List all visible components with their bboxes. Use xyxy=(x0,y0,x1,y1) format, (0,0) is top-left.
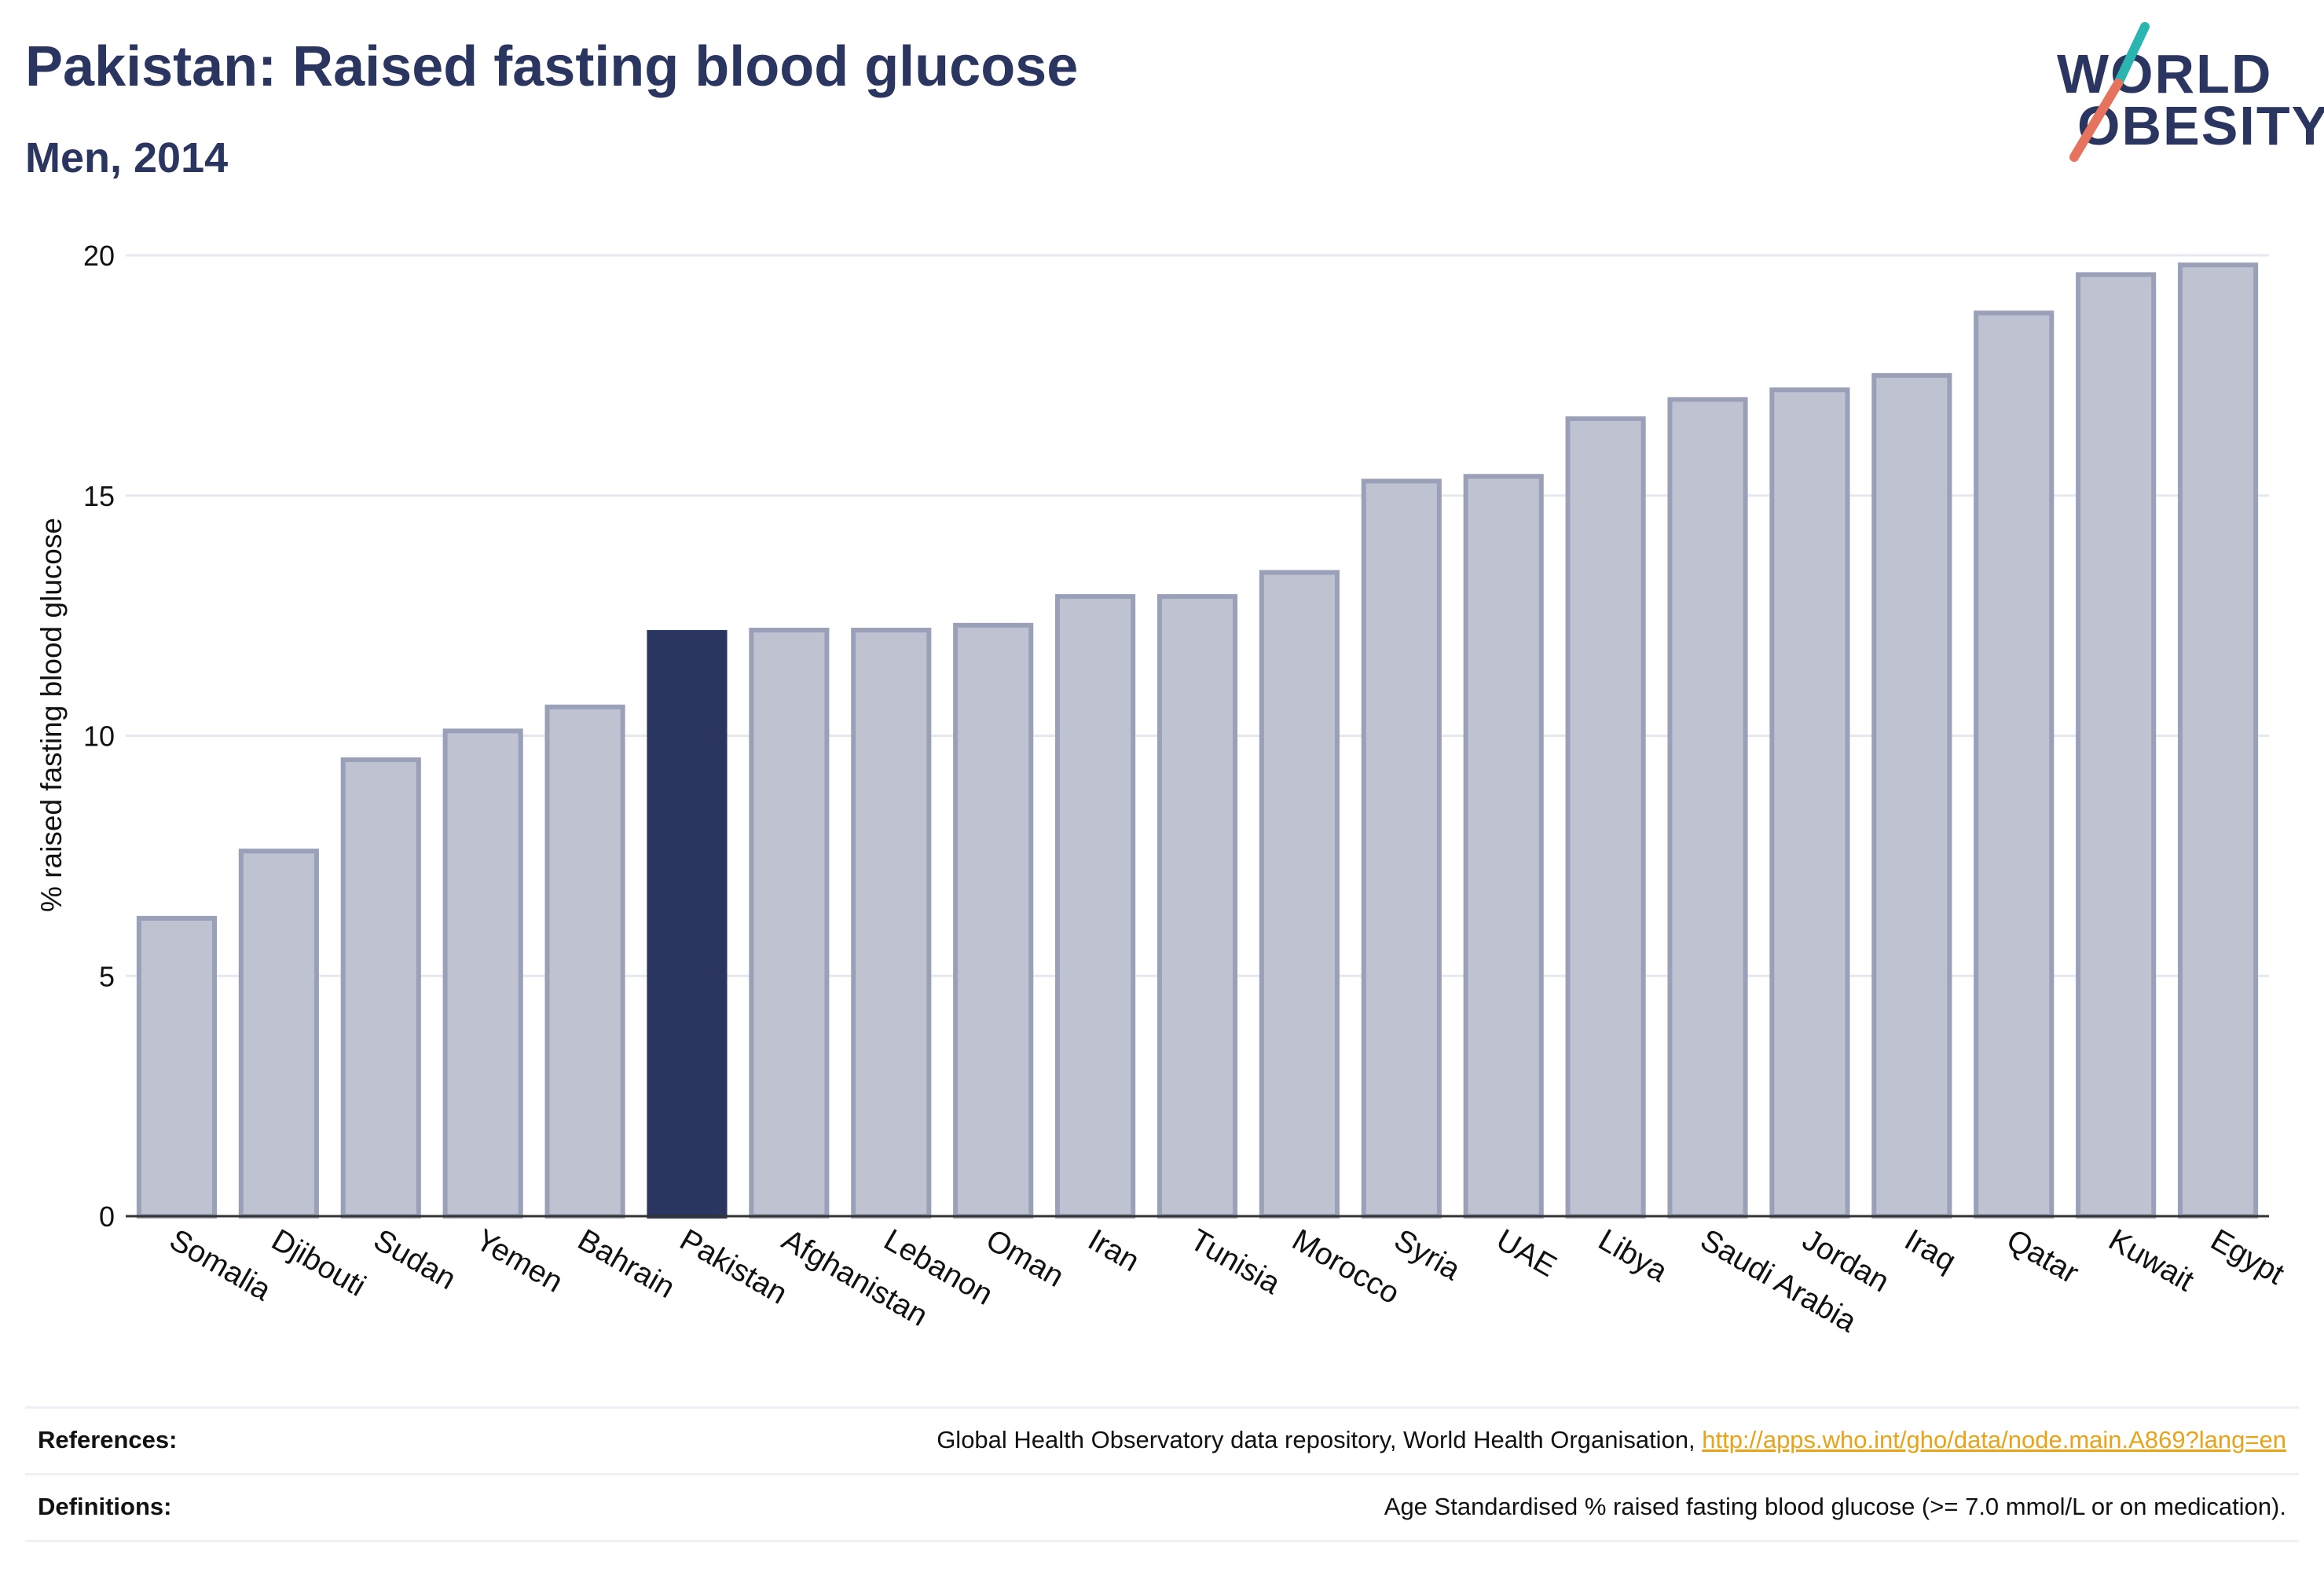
bar-iraq xyxy=(1871,372,1952,1219)
x-tick-label: Iraq xyxy=(1899,1223,1962,1279)
y-tick-label: 10 xyxy=(83,720,115,753)
bar-djibouti xyxy=(238,848,319,1219)
bar-egypt xyxy=(2177,262,2259,1219)
y-tick-label: 15 xyxy=(83,480,115,512)
x-tick-label: Pakistan xyxy=(674,1223,793,1311)
definitions-text: Age Standardised % raised fasting blood … xyxy=(1384,1493,2286,1520)
y-tick-label: 0 xyxy=(99,1200,115,1233)
x-tick-label: Qatar xyxy=(2001,1223,2084,1291)
logo-slash-icon xyxy=(2069,22,2150,162)
x-tick-label: Morocco xyxy=(1286,1223,1405,1311)
bar-bahrain xyxy=(544,704,625,1219)
x-tick-label: Yemen xyxy=(470,1223,568,1299)
logo-word-obesity: OBESITY xyxy=(2077,95,2324,156)
bar-oman xyxy=(953,622,1034,1219)
bar-lebanon xyxy=(851,627,932,1219)
references-label: References: xyxy=(38,1426,178,1453)
bar-syria xyxy=(1361,478,1442,1219)
bar-saudi-arabia xyxy=(1667,397,1748,1219)
bar-qatar xyxy=(1974,310,2055,1219)
bar-iran xyxy=(1055,594,1136,1219)
bars xyxy=(136,262,2259,1219)
x-tick-label: Kuwait xyxy=(2103,1223,2200,1299)
world-obesity-logo: WORLD OBESITY xyxy=(2043,19,2324,176)
x-tick-label: Egypt xyxy=(2205,1223,2290,1292)
bar-afghanistan xyxy=(749,627,830,1219)
logo-word-world: WORLD xyxy=(2057,43,2273,104)
bar-morocco xyxy=(1259,570,1340,1219)
bar-yemen xyxy=(442,728,523,1219)
bar-uae xyxy=(1463,474,1544,1219)
definitions-row: Definitions: Age Standardised % raised f… xyxy=(25,1473,2299,1542)
x-tick-label: Djibouti xyxy=(266,1223,371,1303)
bar-somalia xyxy=(136,915,218,1219)
x-tick-label: Syria xyxy=(1388,1223,1466,1288)
logo-slash-teal xyxy=(2113,22,2150,88)
logo-slash-coral xyxy=(2069,79,2123,162)
bar-libya xyxy=(1565,416,1646,1219)
references-text-wrap: Global Health Observatory data repositor… xyxy=(937,1426,2286,1454)
x-tick-label: Somalia xyxy=(163,1223,277,1308)
x-tick-label: Bahrain xyxy=(572,1223,680,1305)
references-row: References: Global Health Observatory da… xyxy=(25,1406,2299,1473)
y-tick-label: 5 xyxy=(99,960,115,992)
bar-tunisia xyxy=(1157,594,1238,1219)
references-text: Global Health Observatory data repositor… xyxy=(937,1426,1703,1453)
bar-sudan xyxy=(340,757,421,1219)
chart-subtitle: Men, 2014 xyxy=(25,134,229,181)
x-tick-label: Tunisia xyxy=(1185,1223,1286,1302)
x-tick-label: Libya xyxy=(1593,1223,1673,1289)
definitions-label: Definitions: xyxy=(38,1493,172,1520)
chart-title: Pakistan: Raised fasting blood glucose xyxy=(25,35,1079,98)
x-tick-label: Sudan xyxy=(368,1223,461,1297)
x-tick-label: UAE xyxy=(1490,1223,1562,1284)
y-tick-label: 20 xyxy=(83,240,115,272)
bar-kuwait xyxy=(2076,272,2157,1219)
bar-pakistan xyxy=(647,630,728,1219)
x-tick-label: Iran xyxy=(1083,1223,1146,1279)
y-axis-label: % raised fasting blood glucose xyxy=(35,518,68,912)
bar-jordan xyxy=(1769,387,1850,1219)
references-link[interactable]: http://apps.who.int/gho/data/node.main.A… xyxy=(1702,1426,2286,1453)
